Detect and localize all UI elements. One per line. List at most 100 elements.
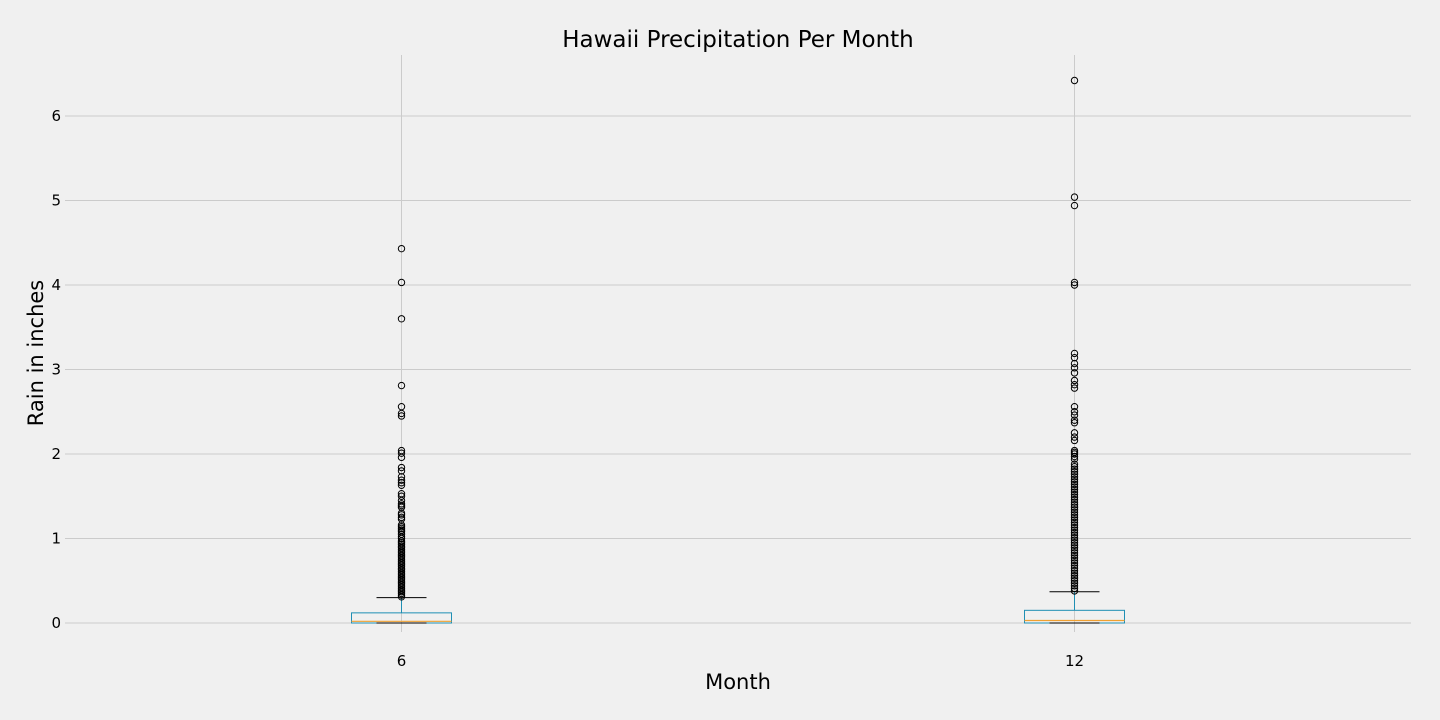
- outlier-point: [1070, 577, 1079, 585]
- outlier-point: [1070, 549, 1079, 557]
- outlier-point: [1070, 349, 1079, 358]
- grid-layer: [65, 55, 1411, 632]
- outlier-point: [1070, 503, 1079, 511]
- outlier-point: [1070, 508, 1079, 517]
- outlier-point: [1070, 480, 1079, 489]
- x-axis-label: Month: [705, 670, 771, 694]
- outlier-point: [1070, 495, 1079, 504]
- y-tick-label: 5: [51, 192, 61, 210]
- outlier-point: [1070, 584, 1079, 593]
- y-tick-label: 3: [51, 361, 61, 379]
- outlier-point: [1070, 473, 1079, 481]
- outlier-point: [397, 244, 406, 253]
- outlier-point: [1070, 569, 1079, 577]
- outlier-point: [1070, 478, 1079, 486]
- outlier-point: [1070, 513, 1079, 522]
- outlier-point: [1070, 455, 1079, 463]
- outlier-point: [1070, 281, 1079, 289]
- outlier-point: [1070, 528, 1079, 537]
- outlier-point: [1070, 556, 1079, 565]
- y-tick-label: 2: [51, 445, 61, 463]
- outlier-point: [1070, 541, 1079, 549]
- outlier-point: [397, 492, 406, 500]
- y-tick-label: 0: [51, 614, 61, 632]
- outlier-point: [1070, 546, 1079, 555]
- outlier-point: [1070, 511, 1079, 519]
- outlier-point: [1070, 544, 1079, 552]
- outlier-point: [1070, 452, 1079, 461]
- outlier-point: [1070, 416, 1079, 424]
- outlier-point: [1070, 551, 1079, 560]
- outlier-point: [1070, 450, 1079, 458]
- outlier-point: [1070, 359, 1079, 368]
- outlier-point: [1070, 587, 1079, 595]
- outlier-point: [397, 476, 406, 484]
- outlier-point: [1070, 564, 1079, 572]
- outlier-point: [1070, 566, 1079, 575]
- outlier-point: [1070, 571, 1079, 580]
- outlier-point: [397, 449, 406, 457]
- outlier-point: [1070, 536, 1079, 544]
- outlier-point: [1070, 498, 1079, 506]
- outlier-point: [1070, 501, 1079, 509]
- outlier-point: [397, 315, 406, 323]
- outlier-point: [1070, 579, 1079, 587]
- box-6: [351, 244, 452, 624]
- y-tick-label: 6: [51, 107, 61, 125]
- outlier-point: [1070, 376, 1079, 385]
- outlier-point: [1070, 402, 1079, 411]
- box-12: [1024, 76, 1125, 624]
- outlier-point: [1070, 411, 1079, 419]
- outlier-point: [1070, 516, 1079, 524]
- outlier-point: [1070, 533, 1079, 542]
- outlier-point: [1070, 506, 1079, 514]
- outlier-point: [1070, 419, 1079, 427]
- outlier-point: [397, 412, 406, 420]
- outlier-point: [1070, 193, 1079, 201]
- outlier-point: [1070, 531, 1079, 539]
- outlier-point: [397, 381, 406, 390]
- outlier-point: [1070, 76, 1079, 85]
- chart-title: Hawaii Precipitation Per Month: [562, 27, 914, 53]
- outlier-point: [397, 511, 406, 519]
- outlier-point: [1070, 364, 1079, 372]
- outlier-point: [1070, 483, 1079, 491]
- outlier-point: [1070, 433, 1079, 441]
- outlier-point: [1070, 201, 1079, 210]
- outlier-point: [1070, 561, 1079, 570]
- outlier-point: [1070, 554, 1079, 562]
- outlier-point: [1070, 582, 1079, 590]
- x-tick-label: 12: [1065, 652, 1084, 670]
- outlier-point: [397, 409, 406, 418]
- x-tick-label: 6: [397, 652, 407, 670]
- outlier-point: [1070, 485, 1079, 494]
- outlier-point: [397, 593, 406, 601]
- outlier-point: [1070, 539, 1079, 547]
- outlier-point: [1070, 526, 1079, 534]
- outlier-point: [397, 481, 406, 489]
- outlier-point: [1070, 559, 1079, 567]
- outlier-point: [397, 453, 406, 462]
- outlier-point: [1070, 278, 1079, 287]
- outlier-point: [1070, 468, 1079, 476]
- outlier-point: [1070, 436, 1079, 445]
- outlier-point: [397, 463, 406, 472]
- outlier-point: [1070, 488, 1079, 496]
- outlier-point: [397, 479, 406, 487]
- outlier-point: [1070, 470, 1079, 478]
- outlier-point: [1070, 490, 1079, 499]
- outlier-point: [1070, 518, 1079, 527]
- outlier-point: [397, 278, 406, 287]
- outlier-point: [1070, 408, 1079, 416]
- box-layer: [351, 76, 1125, 624]
- outlier-point: [1070, 574, 1079, 582]
- outlier-point: [1070, 384, 1079, 392]
- outlier-point: [1070, 369, 1079, 377]
- outlier-point: [1070, 475, 1079, 484]
- outlier-point: [1070, 493, 1079, 501]
- y-axis-label: Rain in inches: [24, 280, 48, 427]
- outlier-point: [1070, 460, 1079, 468]
- outlier-point: [1070, 523, 1079, 532]
- outlier-point: [1070, 381, 1079, 389]
